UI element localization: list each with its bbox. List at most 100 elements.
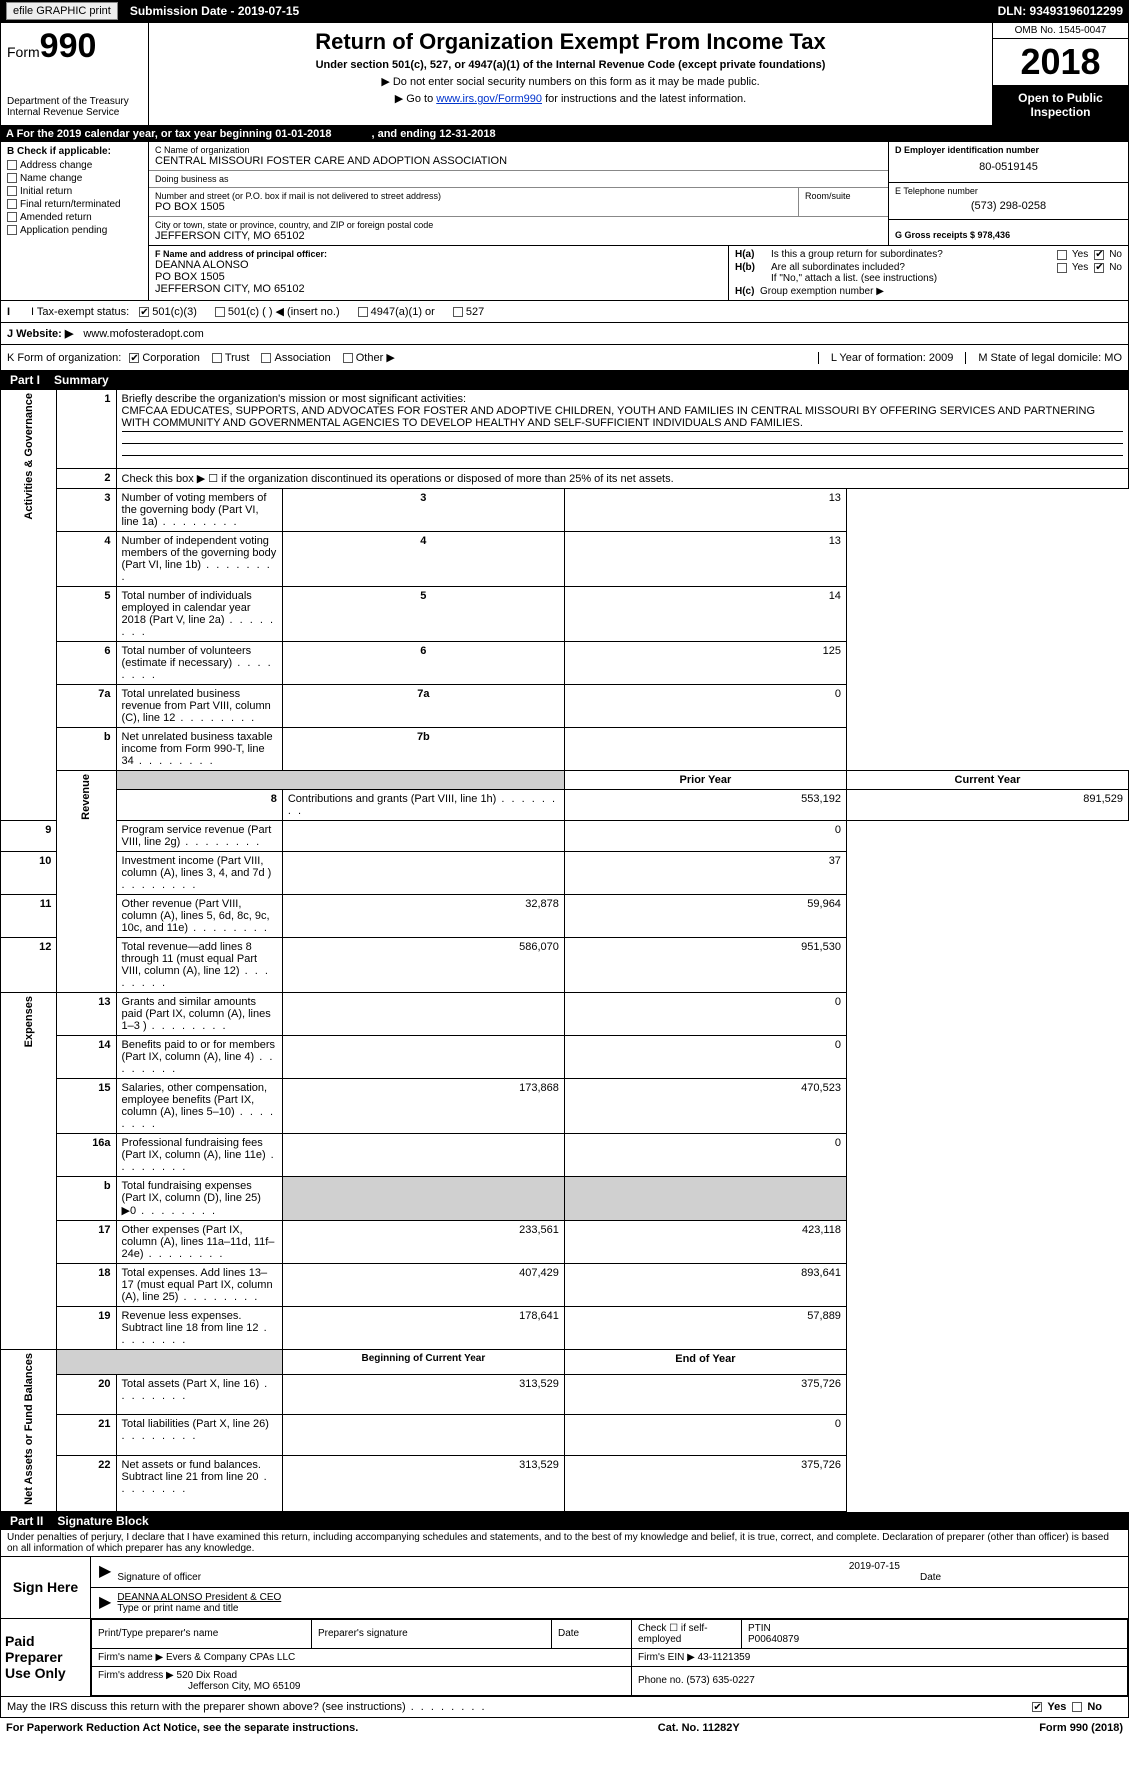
line-11: Other revenue (Part VIII, column (A), li… (116, 895, 282, 938)
top-bar: efile GRAPHIC print Submission Date - 20… (0, 0, 1129, 22)
sig-officer-label: Signature of officer (117, 1572, 920, 1583)
line-20: Total assets (Part X, line 16) (116, 1374, 282, 1414)
chk-527[interactable] (453, 307, 463, 317)
curr-14: 0 (564, 1036, 846, 1079)
part1-table: Activities & Governance 1 Briefly descri… (0, 389, 1129, 1512)
h-group: H(a) Is this a group return for subordin… (728, 246, 1128, 300)
sign-here-label: Sign Here (1, 1557, 91, 1618)
chk-name-change[interactable]: Name change (7, 173, 142, 184)
prior-17: 233,561 (282, 1221, 564, 1264)
footer-right: Form 990 (2018) (1039, 1722, 1123, 1734)
chk-amended[interactable]: Amended return (7, 212, 142, 223)
part2-header: Part II Signature Block (0, 1512, 1129, 1530)
col-eoy: End of Year (564, 1350, 846, 1375)
chk-501c3[interactable] (139, 307, 149, 317)
line-21: Total liabilities (Part X, line 26) (116, 1415, 282, 1455)
curr-16a: 0 (564, 1134, 846, 1177)
chk-trust[interactable] (212, 353, 222, 363)
dept-treasury: Department of the Treasury (7, 96, 142, 107)
chk-app-pending[interactable]: Application pending (7, 225, 142, 236)
curr-10: 37 (564, 852, 846, 895)
m-state: M State of legal domicile: MO (965, 352, 1122, 364)
curr-21: 0 (564, 1415, 846, 1455)
row-k-form-org: K Form of organization: Corporation Trus… (0, 345, 1129, 371)
line-8: Contributions and grants (Part VIII, lin… (282, 790, 564, 821)
b-label: B Check if applicable: (7, 146, 142, 157)
curr-12: 951,530 (564, 938, 846, 993)
line-19: Revenue less expenses. Subtract line 18 … (116, 1307, 282, 1350)
chk-assoc[interactable] (261, 353, 271, 363)
prior-12: 586,070 (282, 938, 564, 993)
line-15: Salaries, other compensation, employee b… (116, 1079, 282, 1134)
chk-discuss-yes[interactable] (1032, 1702, 1042, 1712)
dba: Doing business as (149, 171, 888, 188)
val-6: 125 (564, 642, 846, 685)
chk-self-employed[interactable]: Check ☐ if self-employed (632, 1619, 742, 1648)
curr-19: 57,889 (564, 1307, 846, 1350)
col-current-year: Current Year (846, 771, 1128, 790)
form-header: Form990 Department of the Treasury Inter… (0, 22, 1129, 126)
val-4: 13 (564, 532, 846, 587)
arrow-icon: ▶ (99, 1592, 111, 1614)
sidelabel-revenue: Revenue (57, 771, 116, 993)
chk-501c[interactable] (215, 307, 225, 317)
goto-prefix: ▶ Go to (395, 93, 436, 105)
chk-address-change[interactable]: Address change (7, 160, 142, 171)
chk-initial-return[interactable]: Initial return (7, 186, 142, 197)
form-subtitle: Under section 501(c), 527, or 4947(a)(1)… (157, 59, 984, 71)
prior-13 (282, 993, 564, 1036)
val-b (564, 728, 846, 771)
curr-17: 423,118 (564, 1221, 846, 1264)
line-3: Number of voting members of the governin… (116, 489, 282, 532)
prior-14 (282, 1036, 564, 1079)
curr-22: 375,726 (564, 1455, 846, 1511)
curr-15: 470,523 (564, 1079, 846, 1134)
line-6: Total number of volunteers (estimate if … (116, 642, 282, 685)
chk-corp[interactable] (129, 353, 139, 363)
prior-22: 313,529 (282, 1455, 564, 1511)
chk-other[interactable] (343, 353, 353, 363)
irs-link[interactable]: www.irs.gov/Form990 (436, 93, 542, 105)
curr-9: 0 (564, 821, 846, 852)
form-title: Return of Organization Exempt From Incom… (157, 29, 984, 55)
submission-date: Submission Date - 2019-07-15 (130, 4, 299, 18)
row-j-website: J Website: ▶ www.mofosteradopt.com (0, 323, 1129, 345)
sign-here-block: Sign Here ▶ 2019-07-15 Signature of offi… (0, 1557, 1129, 1619)
line2-checkbox: Check this box ▶ ☐ if the organization d… (116, 469, 1128, 489)
prep-sig-label: Preparer's signature (312, 1619, 552, 1648)
sig-date-value: 2019-07-15 (117, 1561, 1120, 1572)
line-17: Other expenses (Part IX, column (A), lin… (116, 1221, 282, 1264)
chk-discuss-no[interactable] (1072, 1702, 1082, 1712)
dln: DLN: 93493196012299 (998, 4, 1123, 18)
g-gross: G Gross receipts $ 978,436 (889, 220, 1128, 243)
sidelabel-netassets: Net Assets or Fund Balances (1, 1350, 57, 1512)
footer-cat: Cat. No. 11282Y (658, 1722, 740, 1734)
firm-phone: Phone no. (573) 635-0227 (632, 1666, 1128, 1695)
line-16a: Professional fundraising fees (Part IX, … (116, 1134, 282, 1177)
city-state: City or town, state or province, country… (149, 217, 888, 245)
chk-4947[interactable] (358, 307, 368, 317)
f-officer: F Name and address of principal officer:… (149, 246, 728, 300)
prep-name-label: Print/Type preparer's name (92, 1619, 312, 1648)
line-9: Program service revenue (Part VIII, line… (116, 821, 282, 852)
form-990: 990 (40, 27, 97, 65)
date-label: Date (920, 1572, 1120, 1583)
efile-button[interactable]: efile GRAPHIC print (6, 2, 118, 20)
type-name-label: Type or print name and title (117, 1603, 1120, 1614)
note-goto: ▶ Go to www.irs.gov/Form990 for instruct… (157, 92, 984, 105)
ptin: PTINP00640879 (742, 1619, 1128, 1648)
footer-left: For Paperwork Reduction Act Notice, see … (6, 1722, 358, 1734)
col-prior-year: Prior Year (564, 771, 846, 790)
line-14: Benefits paid to or for members (Part IX… (116, 1036, 282, 1079)
chk-final-return[interactable]: Final return/terminated (7, 199, 142, 210)
paid-preparer-block: Paid Preparer Use Only Print/Type prepar… (0, 1619, 1129, 1697)
line-5: Total number of individuals employed in … (116, 587, 282, 642)
e-phone: E Telephone number (573) 298-0258 (889, 183, 1128, 220)
jurat-text: Under penalties of perjury, I declare th… (0, 1530, 1129, 1557)
website-value: www.mofosteradopt.com (83, 328, 203, 340)
prior-9 (282, 821, 564, 852)
line-b: Total fundraising expenses (Part IX, col… (116, 1177, 282, 1221)
line-b: Net unrelated business taxable income fr… (116, 728, 282, 771)
line-4: Number of independent voting members of … (116, 532, 282, 587)
prior-11: 32,878 (282, 895, 564, 938)
